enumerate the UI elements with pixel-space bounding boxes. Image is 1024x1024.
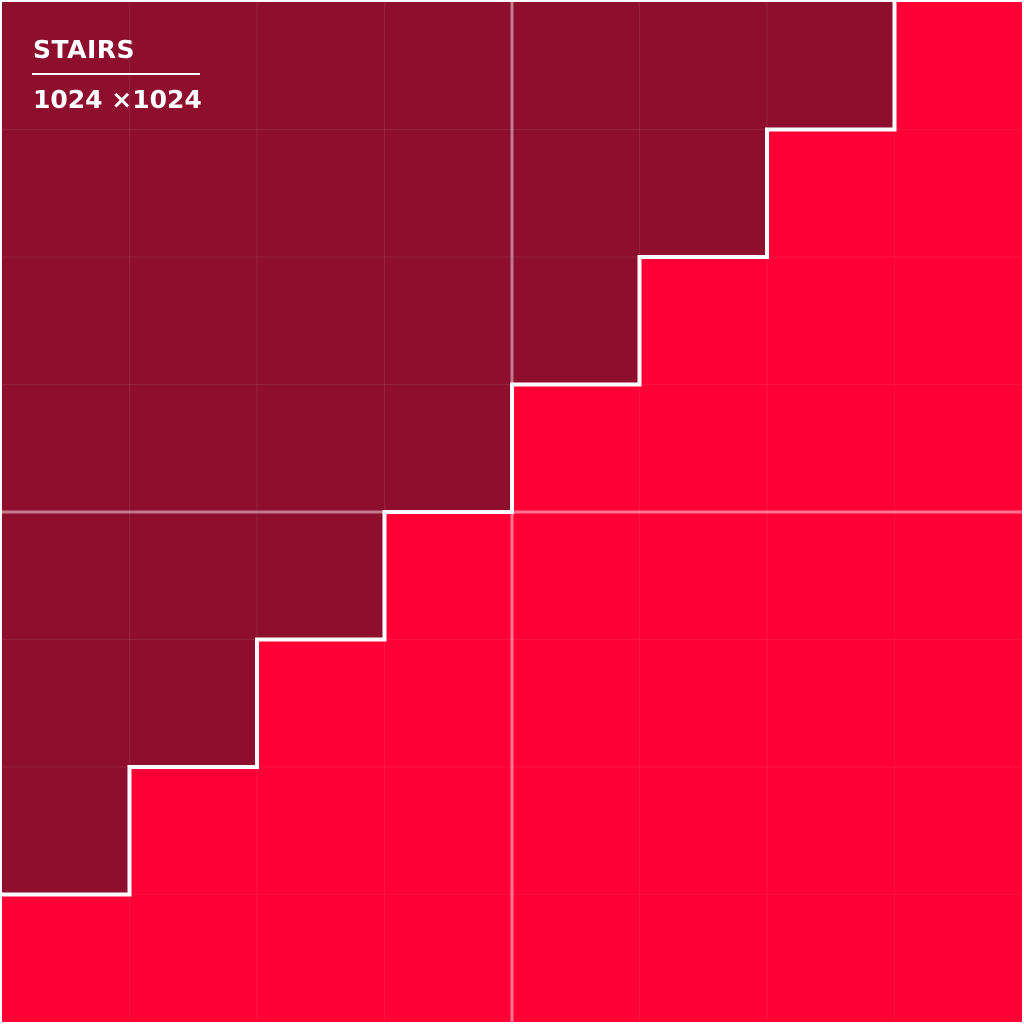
stair-outline	[2, 2, 897, 897]
grid-cell	[257, 2, 385, 130]
grid-cell	[767, 894, 895, 1022]
grid-cell	[129, 894, 257, 1022]
grid-cell	[257, 129, 385, 257]
grid-cell	[257, 512, 385, 640]
grid-cell	[2, 894, 130, 1022]
grid-cell	[384, 129, 512, 257]
grid-cell	[2, 512, 130, 640]
title: STAIRS	[33, 35, 136, 64]
grid-cell	[384, 639, 512, 767]
grid-cell	[639, 894, 767, 1022]
grid-cell	[384, 384, 512, 512]
grid-cell	[2, 2, 130, 130]
size-label: 1024 ×1024	[33, 85, 202, 114]
grid-cell	[257, 257, 385, 385]
grid-cell	[384, 767, 512, 895]
grid-cell	[2, 767, 130, 895]
grid-cell	[129, 129, 257, 257]
grid-cell	[894, 639, 1022, 767]
grid-cell	[384, 512, 512, 640]
grid-cell	[129, 384, 257, 512]
grid-cell	[129, 257, 257, 385]
grid-cell	[257, 894, 385, 1022]
grid-cell	[639, 639, 767, 767]
grid-cell	[639, 2, 767, 130]
grid-cell	[257, 767, 385, 895]
grid-cell	[257, 384, 385, 512]
grid-cell	[512, 639, 640, 767]
grid-cell	[767, 384, 895, 512]
grid-cell	[767, 767, 895, 895]
grid-cell	[767, 639, 895, 767]
grid-cell	[894, 384, 1022, 512]
grid-cell	[767, 257, 895, 385]
grid-cell	[512, 894, 640, 1022]
grid-cell	[639, 512, 767, 640]
grid-cell	[384, 894, 512, 1022]
grid-cell	[894, 257, 1022, 385]
grid-cell	[639, 384, 767, 512]
grid-cell	[2, 129, 130, 257]
grid-cell	[384, 2, 512, 130]
grid-cell	[512, 767, 640, 895]
grid-cell	[894, 2, 1022, 130]
grid-cell	[767, 2, 895, 130]
title-divider	[32, 73, 200, 75]
grid-cell	[129, 767, 257, 895]
grid-cell	[512, 129, 640, 257]
grid-cell	[512, 512, 640, 640]
grid-cell	[384, 257, 512, 385]
grid-cell	[2, 257, 130, 385]
grid-cell	[894, 129, 1022, 257]
grid-cell	[639, 767, 767, 895]
grid-cell	[767, 512, 895, 640]
grid-cell	[639, 257, 767, 385]
grid-cell	[512, 384, 640, 512]
grid-cell	[767, 129, 895, 257]
grid-cell	[129, 2, 257, 130]
grid-cell	[2, 384, 130, 512]
grid-cell	[639, 129, 767, 257]
grid-cell	[257, 639, 385, 767]
grid-cell	[512, 257, 640, 385]
grid-cell	[894, 894, 1022, 1022]
grid-cell	[2, 639, 130, 767]
grid-cell	[129, 512, 257, 640]
grid-cell	[512, 2, 640, 130]
title-block: STAIRS 1024 ×1024	[32, 34, 202, 117]
grid-cell	[129, 639, 257, 767]
grid-cell	[894, 512, 1022, 640]
grid-cell	[894, 767, 1022, 895]
